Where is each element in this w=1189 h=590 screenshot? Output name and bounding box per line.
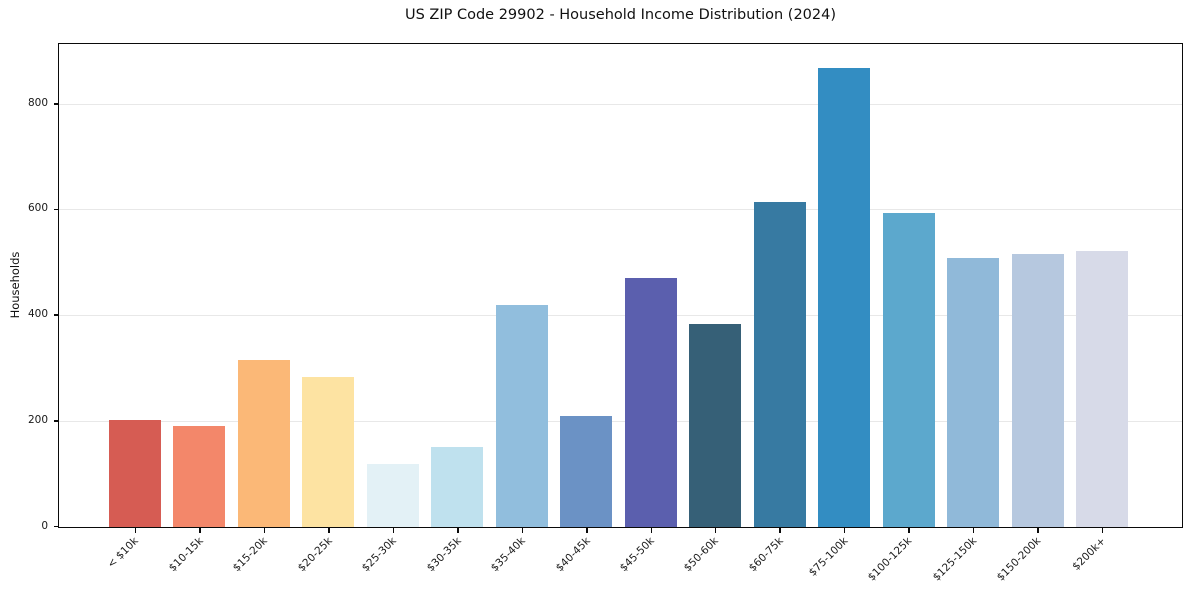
x-tick-label: $75-100k — [806, 534, 851, 579]
x-tick-13 — [972, 528, 975, 533]
x-tick-15 — [1101, 528, 1104, 533]
x-tick-label: $125-150k — [930, 534, 980, 584]
y-tick-0 — [53, 525, 58, 528]
x-tick-label: $200k+ — [1070, 534, 1109, 573]
x-tick-1 — [199, 528, 201, 533]
x-tick-label: $150-200k — [995, 534, 1044, 584]
gridline-200 — [59, 420, 1182, 422]
y-tick-label-400: 400 — [27, 308, 48, 321]
bar-12 — [882, 213, 935, 527]
gridline-600 — [59, 209, 1182, 211]
x-tick-3 — [328, 528, 330, 533]
x-tick-4 — [392, 528, 395, 533]
bar-13 — [947, 257, 1000, 527]
x-tick-14 — [1037, 528, 1039, 533]
y-tick-label-200: 200 — [27, 413, 48, 426]
x-tick-10 — [779, 528, 781, 533]
y-tick-label-0: 0 — [41, 519, 48, 532]
bar-14 — [1011, 253, 1064, 527]
y-tick-600 — [53, 208, 58, 211]
x-tick-2 — [263, 528, 266, 533]
bar-4 — [366, 463, 419, 527]
bar-11 — [818, 67, 871, 527]
x-tick-label: $60-75k — [746, 534, 786, 574]
bar-10 — [753, 202, 806, 527]
gridline-800 — [59, 103, 1182, 105]
y-tick-200 — [53, 420, 58, 422]
y-tick-label-600: 600 — [27, 202, 48, 215]
x-tick-7 — [586, 528, 588, 533]
x-tick-label: $20-25k — [295, 534, 335, 574]
x-tick-label: < $10k — [105, 534, 141, 571]
x-tick-label: $10-15k — [166, 534, 206, 574]
x-tick-5 — [457, 528, 459, 533]
x-tick-label: $35-40k — [488, 534, 528, 574]
x-tick-6 — [521, 528, 524, 533]
bar-1 — [173, 425, 226, 527]
x-tick-label: $40-45k — [553, 534, 593, 574]
bar-2 — [237, 359, 290, 527]
bar-0 — [109, 420, 161, 527]
gridline-400 — [59, 315, 1182, 317]
y-tick-400 — [53, 314, 58, 316]
bar-7 — [560, 415, 613, 527]
x-tick-label: $30-35k — [424, 534, 464, 574]
x-tick-8 — [650, 528, 652, 533]
bar-8 — [624, 278, 677, 527]
chart-title: US ZIP Code 29902 - Household Income Dis… — [404, 7, 837, 23]
x-tick-label: $100-125k — [866, 534, 915, 584]
x-tick-0 — [134, 528, 137, 533]
y-tick-800 — [53, 103, 58, 105]
x-tick-label: $50-60k — [682, 534, 722, 574]
plot-area — [58, 43, 1183, 528]
x-tick-label: $15-20k — [230, 534, 270, 574]
x-tick-9 — [714, 528, 717, 533]
y-tick-label-800: 800 — [27, 96, 48, 109]
bar-5 — [431, 447, 484, 527]
bar-15 — [1076, 250, 1129, 527]
x-tick-11 — [843, 528, 846, 533]
x-tick-label: $25-30k — [359, 534, 399, 574]
bar-3 — [302, 377, 355, 527]
bar-9 — [689, 323, 742, 527]
x-tick-12 — [908, 528, 910, 533]
bar-6 — [495, 305, 548, 527]
x-tick-label: $45-50k — [617, 534, 657, 574]
